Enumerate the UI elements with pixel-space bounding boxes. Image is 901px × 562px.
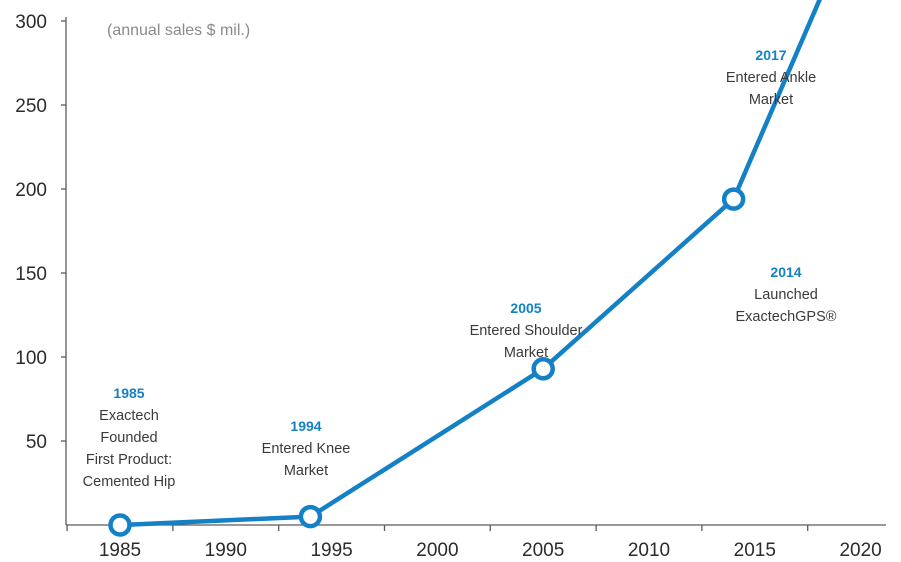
series-layer: [108, 0, 822, 537]
annotation-text: Entered Ankle: [726, 70, 816, 86]
annotation-1985: 1985 Exactech Founded First Product: Cemente…: [83, 385, 176, 490]
annotation-2005: 2005 Entered Shoulder Market: [470, 300, 583, 361]
annotation-text: Entered Shoulder: [470, 323, 583, 339]
x-tick-label: 2000: [416, 540, 458, 561]
annotation-2014: 2014 Launched ExactechGPS®: [736, 264, 837, 325]
x-tick-label: 2005: [522, 540, 564, 561]
y-tick-label: 300: [15, 12, 47, 33]
x-tick-label: 1985: [99, 540, 141, 561]
chart-subtitle: (annual sales $ mil.): [107, 22, 250, 39]
annotation-text: Launched: [754, 287, 818, 303]
x-tick-label: 1995: [310, 540, 352, 561]
x-tick-label: 1990: [205, 540, 247, 561]
annotation-year: 1985: [113, 385, 144, 401]
y-tick-label: 250: [15, 96, 47, 117]
annotation-text: Exactech: [99, 408, 159, 424]
annotations-layer: 1985 Exactech Founded First Product: Cemente…: [83, 47, 837, 490]
y-tick-label: 200: [15, 180, 47, 201]
chart-axes: 5010015020025030035019851990199520002005…: [15, 12, 886, 561]
annotation-year: 2005: [510, 300, 541, 316]
data-point: [108, 513, 132, 537]
data-point: [721, 187, 746, 211]
data-point: [298, 504, 323, 529]
x-tick-label: 2020: [839, 540, 881, 561]
annotation-text: Founded: [100, 430, 157, 446]
annotation-year: 2017: [755, 47, 786, 63]
annotation-text: ExactechGPS®: [736, 309, 837, 325]
y-tick-label: 50: [26, 432, 47, 453]
annotation-text: Cemented Hip: [83, 474, 176, 490]
annotation-text: Market: [284, 463, 328, 479]
y-tick-label: 150: [15, 264, 47, 285]
annotation-1994: 1994 Entered Knee Market: [262, 418, 351, 479]
y-tick-label: 100: [15, 348, 47, 369]
annotation-text: First Product:: [86, 452, 172, 468]
annotation-text: Market: [504, 345, 548, 361]
annotation-text: Entered Knee: [262, 441, 351, 457]
annotation-2017: 2017 Entered Ankle Market: [726, 47, 816, 108]
data-point: [531, 357, 555, 381]
annotation-year: 1994: [290, 418, 321, 434]
annotation-text: Market: [749, 92, 793, 108]
x-tick-label: 2010: [628, 540, 670, 561]
annotation-year: 2014: [770, 264, 801, 280]
x-tick-label: 2015: [734, 540, 776, 561]
